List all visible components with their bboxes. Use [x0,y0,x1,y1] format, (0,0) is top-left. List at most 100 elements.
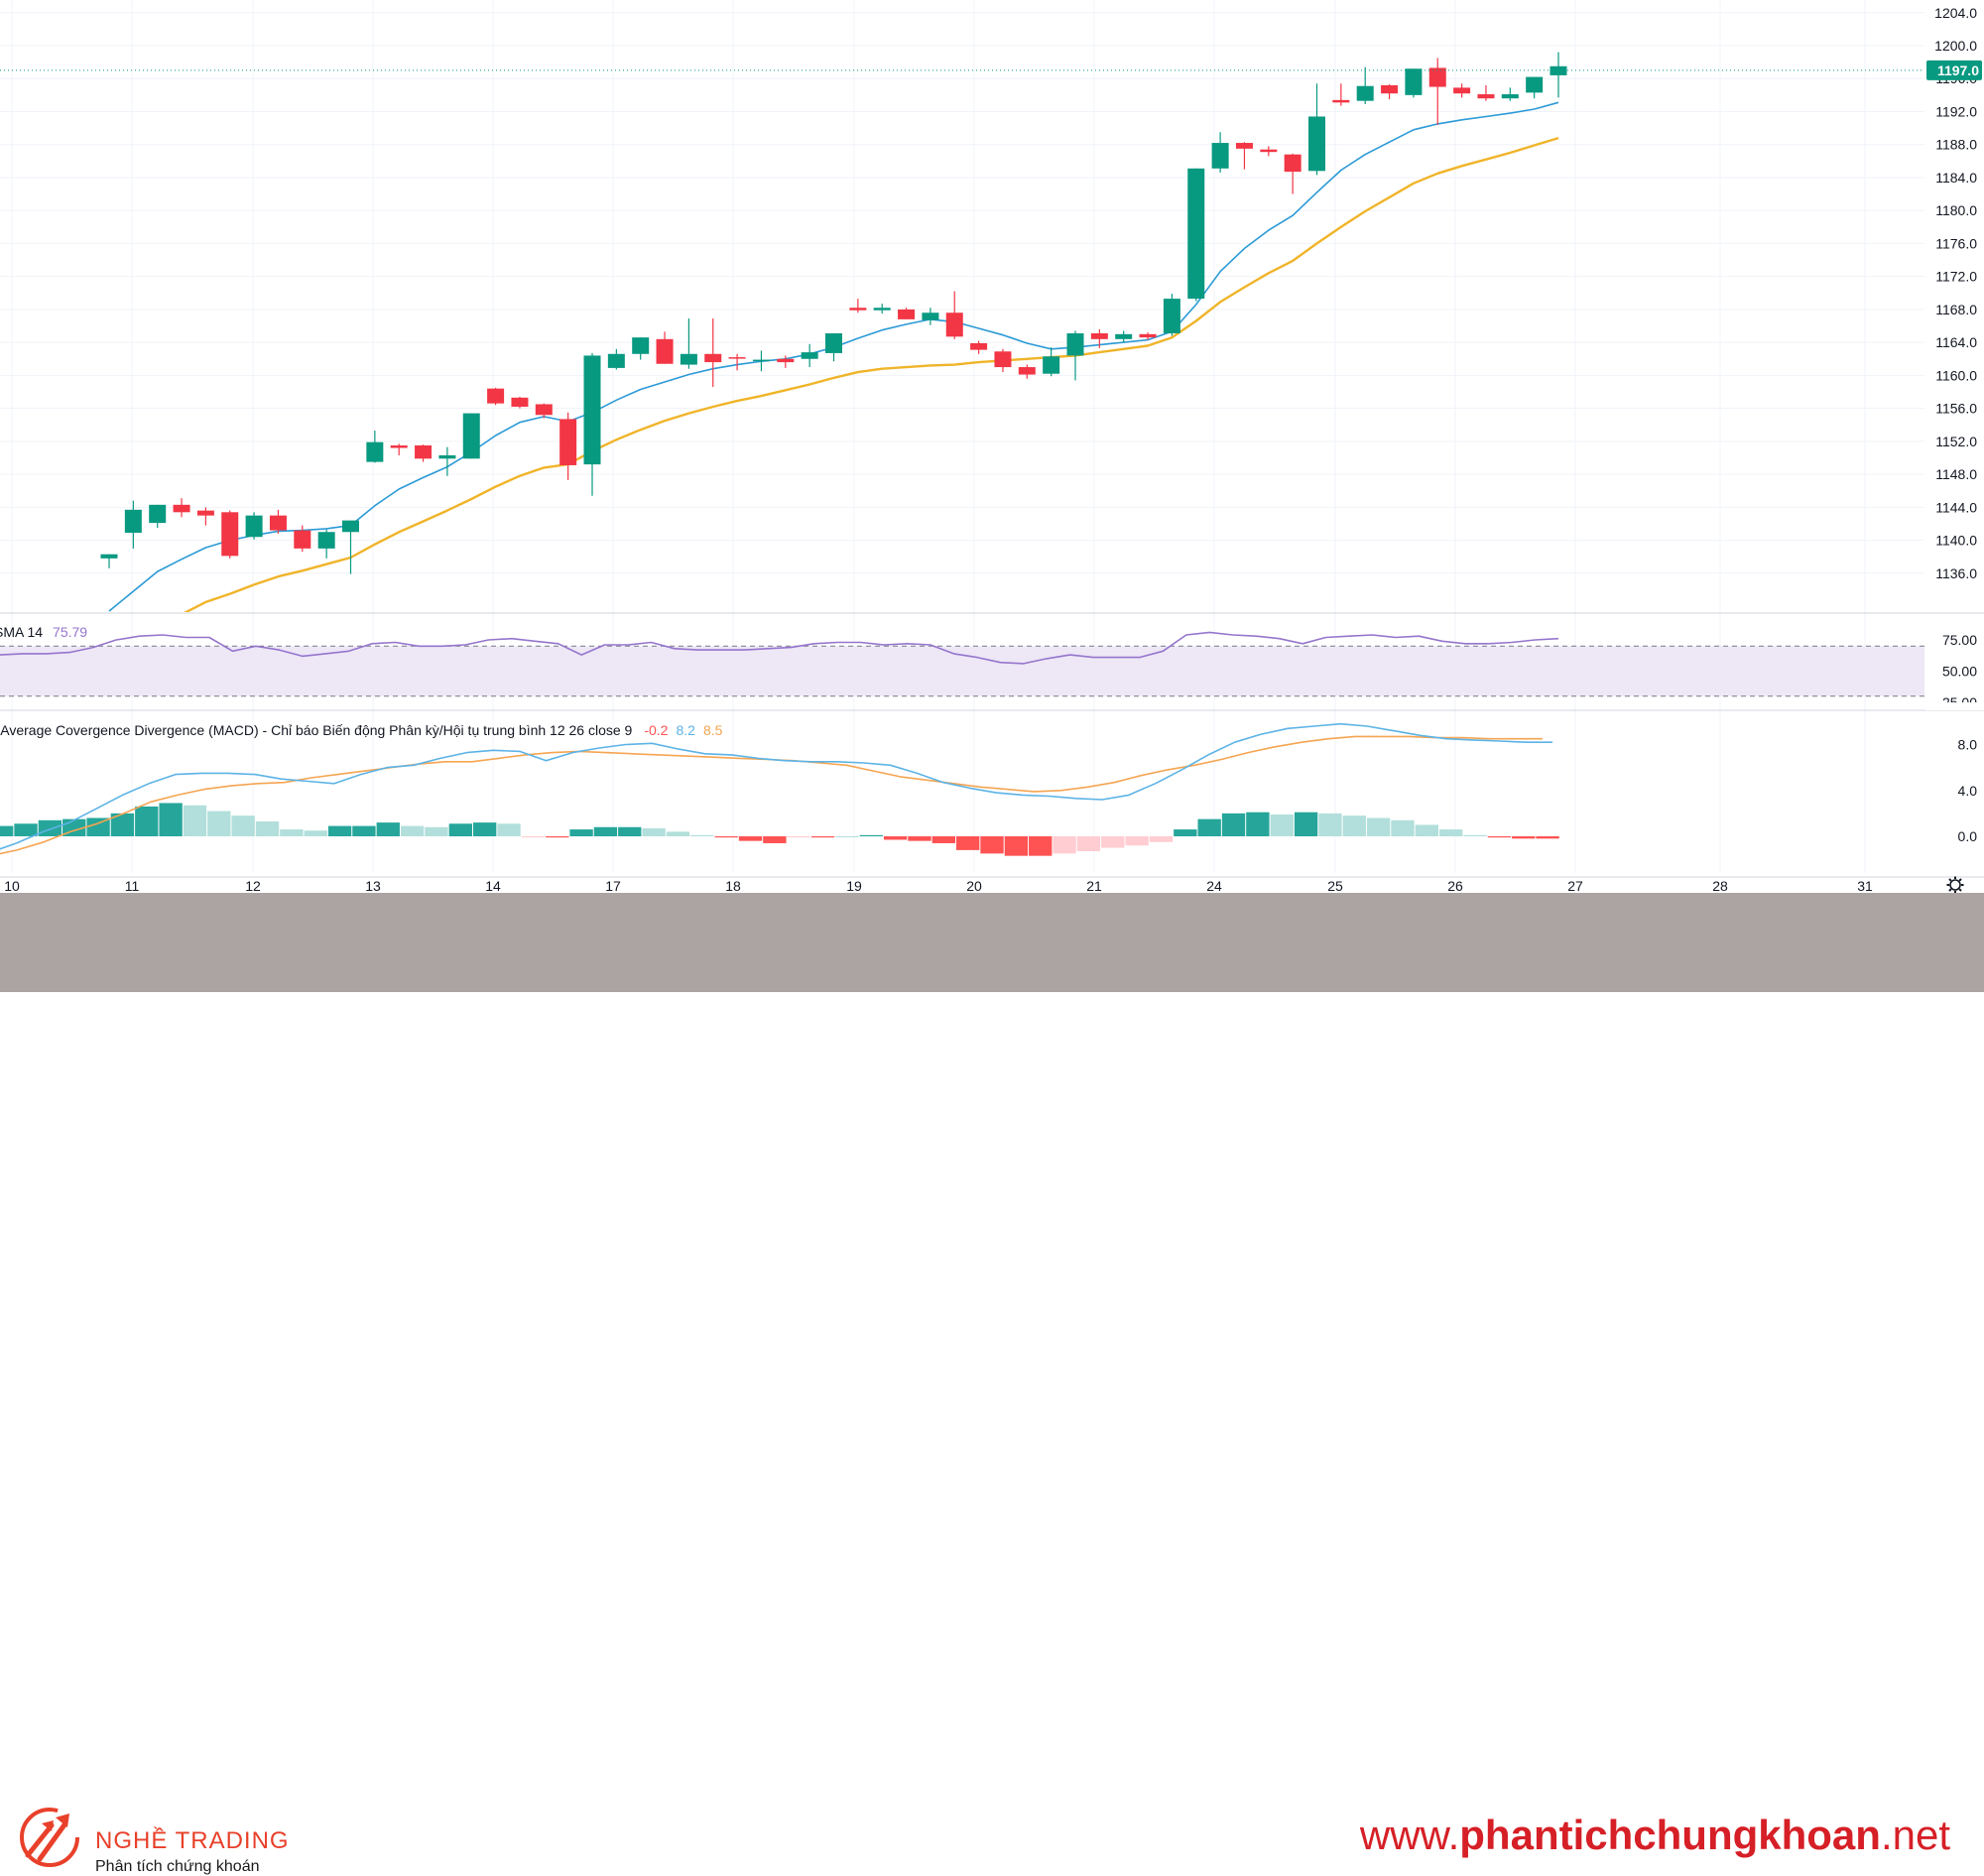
candle [1260,146,1278,157]
candle-body [1356,85,1374,101]
candle [511,396,529,409]
candle [1428,58,1446,125]
time-tick-label: 17 [605,878,621,893]
candle-body [777,358,795,363]
macd-histogram-bar [546,836,569,838]
candle-body [728,357,746,359]
candle-body [462,413,480,459]
macd-legend-macd: 8.2 [676,722,695,738]
candle-body [149,504,167,524]
candle [873,304,891,314]
candle [173,498,190,518]
price-tick-label: 1136.0 [1935,565,1977,581]
candle [656,331,674,364]
candle [1284,153,1302,194]
website-url[interactable]: www.phantichchungkhoan.net [1360,1812,1950,1859]
candle [462,413,480,459]
price-tick-label: 1156.0 [1935,401,1977,417]
candle [801,343,818,368]
candle [294,525,311,553]
candle [704,318,722,388]
price-tick-label: 1140.0 [1935,533,1977,549]
time-tick-label: 24 [1206,878,1222,893]
time-tick-label: 12 [245,878,261,893]
candle [221,510,239,559]
macd-histogram-bar [666,831,690,836]
price-tick-label: 1172.0 [1935,269,1977,285]
macd-histogram-bar [956,836,980,850]
brand-name: NGHỀ TRADING [95,1827,290,1854]
macd-histogram-bar [738,836,763,841]
macd-histogram-bar [1536,836,1559,839]
candle-body [1308,116,1325,172]
candle-body [1211,143,1229,169]
candle-body [922,313,939,320]
time-tick-label: 26 [1447,878,1463,893]
candle-body [873,308,891,311]
time-tick-label: 19 [846,878,862,893]
candle [849,299,867,313]
candle-body [704,353,722,363]
price-tick-label: 1176.0 [1935,235,1977,251]
time-tick-label: 11 [125,878,140,893]
macd-histogram-bar [1366,817,1391,836]
time-tick-label: 13 [365,878,381,893]
price-tick-label: 1200.0 [1934,38,1977,54]
candle [1115,330,1133,343]
candle [1308,83,1325,176]
candle [1526,76,1544,99]
candle-body [1550,65,1567,75]
macd-histogram-bar [183,805,207,836]
macd-histogram-bar [1246,812,1270,836]
macd-histogram-bar [1029,836,1053,856]
gear-tooth [1948,888,1952,892]
candle [366,431,384,463]
macd-histogram-bar [931,836,955,843]
candle-body [945,313,963,337]
macd-histogram-bar [980,836,1004,854]
price-tick-label: 1180.0 [1935,202,1977,218]
candle-body [559,419,577,465]
candle-body [1477,94,1495,99]
settings-gear-icon[interactable] [1946,876,1964,894]
macd-axis: 8.0 4.0 0.0 [1958,737,1978,845]
candle [994,348,1012,373]
candle-body [438,454,456,459]
candle [100,554,118,568]
candle-body [269,515,287,531]
last-price-tag-bg [1926,60,1982,80]
macd-histogram-bar [327,825,352,836]
macd-histogram-bar [304,830,327,836]
trading-chart[interactable]: 1204.01200.01196.01192.01188.01184.01180… [0,0,1984,894]
macd-histogram-bar [1487,836,1512,838]
candle-body [1043,356,1060,374]
macd-histogram-bar [86,817,110,836]
candle [269,509,287,534]
logo-icon [20,1808,79,1867]
chart-canvas[interactable]: 1204.01200.01196.01192.01188.01184.01180… [0,0,1984,894]
candle-body [1501,94,1519,99]
candle-body [415,445,433,459]
macd-histogram-bar [1463,834,1487,836]
price-tick-label: 1160.0 [1935,367,1977,383]
candle-body [825,332,842,353]
candle [1381,84,1399,100]
gear-ring [1949,879,1961,891]
candle-body [1090,332,1108,339]
candle-body [994,351,1012,368]
macd-histogram-bar [255,820,280,836]
rsi-tick-label: 50.00 [1942,664,1977,680]
time-tick-label: 21 [1086,878,1102,893]
macd-histogram-bar [1221,813,1246,836]
candle [922,308,939,325]
price-pane [100,52,1567,612]
candle-body [1332,99,1350,103]
candle [1018,364,1036,379]
candle [1550,52,1567,98]
macd-histogram-bar [473,822,497,836]
rsi-tick-label: 75.00 [1942,632,1977,648]
candle [1211,132,1229,173]
time-tick-label: 31 [1857,878,1873,893]
time-axis: 10 11 12 13 14 17 18 19 20 21 24 25 26 27 28 31 [4,878,1873,894]
candle [583,352,601,496]
